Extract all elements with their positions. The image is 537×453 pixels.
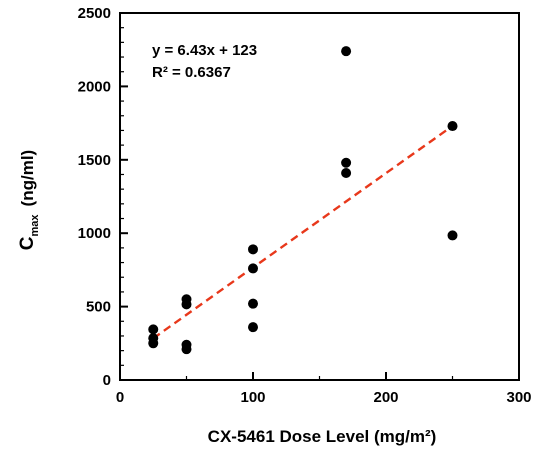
y-axis-label-prefix: C — [17, 236, 38, 250]
data-point — [181, 344, 192, 355]
x-tick-label: 100 — [240, 389, 265, 406]
data-point — [148, 338, 159, 349]
data-point — [148, 324, 159, 335]
x-tick-label: 300 — [506, 389, 531, 406]
data-point — [181, 299, 192, 310]
y-tick-label: 1500 — [78, 152, 111, 169]
data-point — [248, 263, 258, 274]
y-tick-label: 0 — [103, 372, 111, 389]
x-tick-label: 0 — [116, 389, 124, 406]
regression-equation: y = 6.43x + 123 — [152, 42, 257, 59]
y-axis-label-subscript: max — [29, 214, 41, 237]
x-axis-label: CX-5461 Dose Level (mg/m²) — [208, 427, 437, 446]
y-axis-label-unit: (ng/ml) — [18, 150, 37, 207]
x-tick-labels: 0 100 200 300 — [116, 389, 532, 406]
y-tick-labels: 0 500 1000 1500 2000 2500 — [78, 5, 111, 389]
data-point — [248, 298, 258, 309]
y-tick-label: 2000 — [78, 78, 111, 95]
data-point — [341, 46, 352, 57]
x-tick-label: 200 — [373, 389, 398, 406]
data-points — [148, 46, 458, 355]
data-point — [248, 244, 258, 255]
trendline — [152, 124, 454, 340]
data-point — [341, 168, 352, 179]
r-squared-label: R² = 0.6367 — [152, 64, 231, 81]
y-tick-label: 2500 — [78, 5, 111, 22]
y-axis-label: Cmax (ng/ml) — [17, 150, 41, 250]
plot-frame — [119, 12, 520, 381]
data-point — [447, 230, 458, 241]
y-tick-label: 500 — [86, 299, 111, 316]
data-point — [447, 121, 458, 132]
y-tick-label: 1000 — [78, 225, 111, 242]
data-point — [248, 322, 258, 333]
data-point — [341, 157, 352, 168]
